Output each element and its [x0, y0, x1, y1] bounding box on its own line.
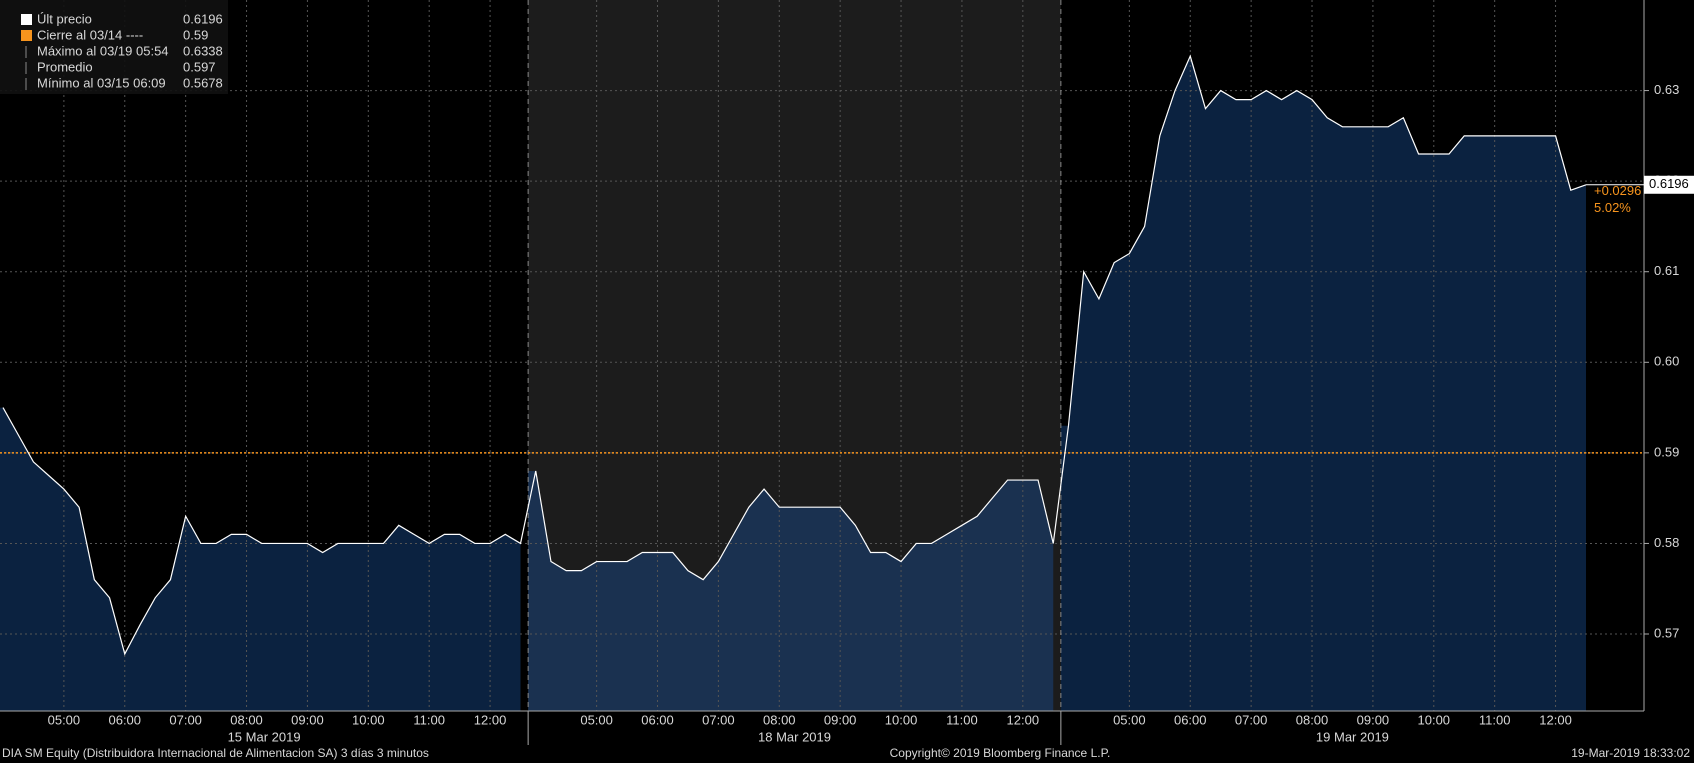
legend-icon: [21, 30, 32, 41]
x-group-label: 18 Mar 2019: [758, 729, 831, 744]
legend-label: Últ precio: [37, 11, 92, 26]
legend-value: 0.6338: [183, 43, 223, 58]
last-price-box: [1644, 175, 1694, 194]
legend-label: Mínimo al 03/15 06:09: [37, 75, 166, 90]
legend-box: [0, 0, 228, 94]
change-label: +0.0296: [1594, 183, 1641, 198]
price-line: [2, 54, 1587, 656]
legend-value: 0.5678: [183, 75, 223, 90]
x-tick-label: 05:00: [1113, 712, 1146, 727]
area: [0, 407, 521, 711]
y-tick-label: 0.63: [1654, 82, 1679, 97]
x-tick-label: 05:00: [580, 712, 613, 727]
x-tick-label: 12:00: [474, 712, 507, 727]
x-tick-label: 07:00: [169, 712, 202, 727]
x-tick-label: 05:00: [48, 712, 81, 727]
y-tick-label: 0.59: [1654, 444, 1679, 459]
legend-label: Cierre al 03/14 ----: [37, 27, 143, 42]
y-tick-label: 0.57: [1654, 625, 1679, 640]
x-tick-label: 11:00: [413, 712, 445, 727]
x-tick-label: 08:00: [763, 712, 796, 727]
x-tick-label: 09:00: [824, 712, 857, 727]
x-tick-label: 09:00: [291, 712, 324, 727]
y-tick-label: 0.61: [1654, 263, 1679, 278]
footer-right: 19-Mar-2019 18:33:02: [1571, 746, 1690, 760]
x-tick-label: 08:00: [1296, 712, 1329, 727]
legend-value: 0.6196: [183, 11, 223, 26]
x-tick-label: 08:00: [230, 712, 263, 727]
x-tick-label: 06:00: [641, 712, 674, 727]
x-tick-label: 06:00: [108, 712, 141, 727]
legend-label: Máximo al 03/19 05:54: [37, 43, 169, 58]
x-tick-label: 11:00: [1479, 712, 1511, 727]
legend-value: 0.597: [183, 59, 216, 74]
x-tick-label: 12:00: [1539, 712, 1572, 727]
y-tick-label: 0.60: [1654, 354, 1679, 369]
footer-left: DIA SM Equity (Distribuidora Internacion…: [2, 746, 429, 760]
area: [528, 470, 1054, 711]
x-tick-label: 06:00: [1174, 712, 1207, 727]
x-tick-label: 11:00: [946, 712, 978, 727]
x-tick-label: 10:00: [352, 712, 385, 727]
footer-center: Copyright© 2019 Bloomberg Finance L.P.: [890, 746, 1111, 760]
x-group-label: 15 Mar 2019: [228, 729, 301, 744]
x-tick-label: 10:00: [1418, 712, 1451, 727]
legend-value: 0.59: [183, 27, 208, 42]
last-price-label: 0.6196: [1649, 176, 1689, 191]
x-tick-label: 10:00: [885, 712, 918, 727]
legend-label: Promedio: [37, 59, 93, 74]
x-tick-label: 07:00: [1235, 712, 1268, 727]
y-tick-label: 0.58: [1654, 535, 1679, 550]
x-tick-label: 09:00: [1357, 712, 1390, 727]
x-group-label: 19 Mar 2019: [1316, 729, 1389, 744]
change-pct-label: 5.02%: [1594, 200, 1631, 215]
x-tick-label: 07:00: [702, 712, 735, 727]
legend-icon: [21, 14, 32, 25]
x-tick-label: 12:00: [1007, 712, 1040, 727]
area: [1060, 56, 1586, 712]
